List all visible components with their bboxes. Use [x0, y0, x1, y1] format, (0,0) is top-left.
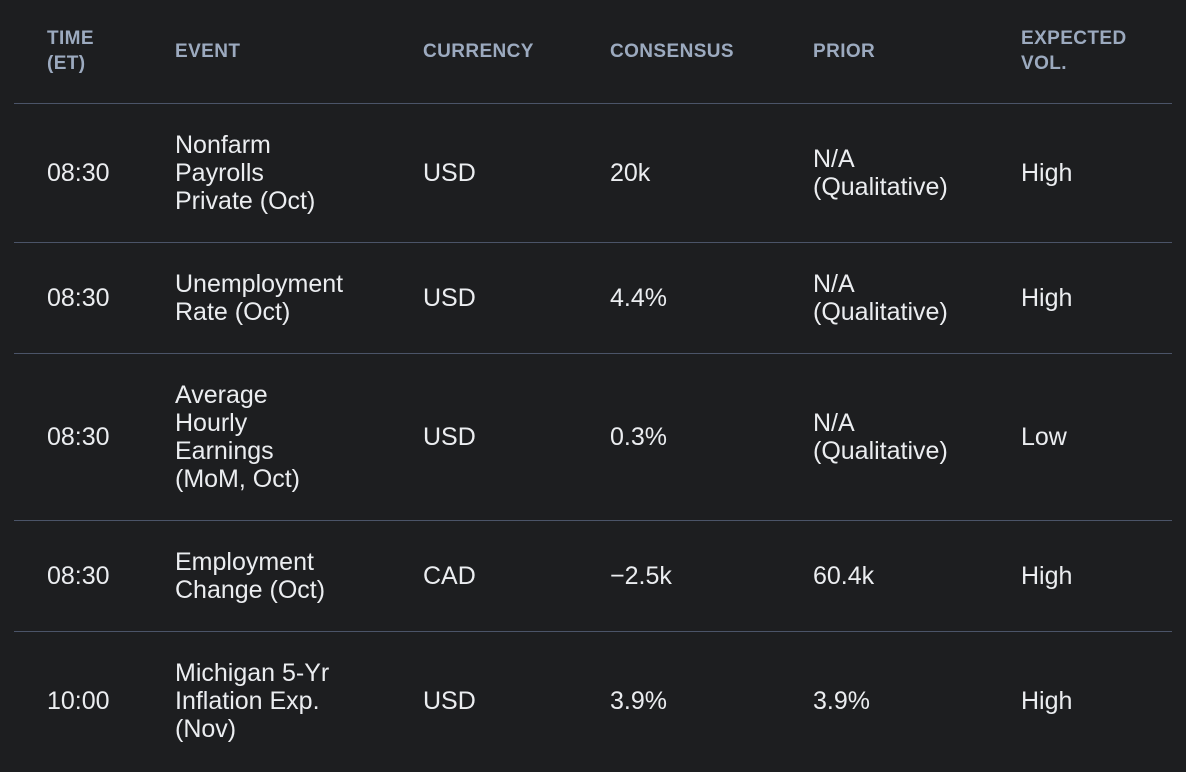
table-row: 10:00 Michigan 5-Yr Inflation Exp. (Nov)…: [14, 631, 1172, 770]
cell-time: 08:30: [14, 353, 175, 521]
cell-prior: N/A (Qualitative): [813, 103, 1021, 243]
header-time: TIME (ET): [14, 0, 175, 104]
cell-expected-vol: High: [1021, 242, 1172, 354]
header-row: TIME (ET) EVENT CURRENCY CONSENSUS PRIOR…: [14, 0, 1172, 104]
cell-expected-vol: High: [1021, 686, 1073, 715]
cell-expected-vol: High: [1021, 520, 1172, 632]
cell-expected-vol: High: [1021, 103, 1172, 243]
cell-time: 08:30: [14, 242, 175, 354]
cell-currency: USD: [423, 353, 610, 521]
cell-prior: 3.9%: [813, 686, 870, 715]
cell-event: Nonfarm Payrolls Private (Oct): [175, 103, 423, 243]
table-body: 08:30 Nonfarm Payrolls Private (Oct) USD…: [14, 103, 1172, 770]
cell-prior: N/A (Qualitative): [813, 242, 1021, 354]
cell-currency: CAD: [423, 520, 610, 632]
cell-event: Unemployment Rate (Oct): [175, 242, 423, 354]
header-consensus: CONSENSUS: [610, 0, 813, 104]
cell-time: 08:30: [14, 103, 175, 243]
cell-event: Michigan 5-Yr Inflation Exp. (Nov): [175, 658, 330, 743]
cell-consensus: 0.3%: [610, 353, 813, 521]
cell-event: Employment Change (Oct): [175, 520, 423, 632]
cell-currency: USD: [423, 686, 476, 715]
cell-prior: N/A (Qualitative): [813, 353, 1021, 521]
cell-time: 10:00: [47, 686, 110, 715]
cell-consensus: 3.9%: [610, 686, 667, 715]
cell-prior: 60.4k: [813, 520, 1021, 632]
economic-calendar-table: TIME (ET) EVENT CURRENCY CONSENSUS PRIOR…: [14, 0, 1172, 770]
table-header: TIME (ET) EVENT CURRENCY CONSENSUS PRIOR…: [14, 0, 1172, 104]
table-row: 08:30 Unemployment Rate (Oct) USD 4.4% N…: [14, 242, 1172, 354]
cell-event: Average Hourly Earnings (MoM, Oct): [175, 353, 423, 521]
cell-consensus: 20k: [610, 103, 813, 243]
header-event: EVENT: [175, 0, 423, 104]
cell-currency: USD: [423, 103, 610, 243]
cell-consensus: −2.5k: [610, 520, 813, 632]
header-expected-vol: EXPECTED VOL.: [1021, 0, 1172, 104]
table-row: 08:30 Average Hourly Earnings (MoM, Oct)…: [14, 353, 1172, 521]
cell-time: 08:30: [14, 520, 175, 632]
table-row: 08:30 Employment Change (Oct) CAD −2.5k …: [14, 520, 1172, 632]
cell-expected-vol: Low: [1021, 353, 1172, 521]
header-prior: PRIOR: [813, 0, 1021, 104]
cell-consensus: 4.4%: [610, 242, 813, 354]
cell-currency: USD: [423, 242, 610, 354]
table-row: 08:30 Nonfarm Payrolls Private (Oct) USD…: [14, 103, 1172, 243]
header-currency: CURRENCY: [423, 0, 610, 104]
